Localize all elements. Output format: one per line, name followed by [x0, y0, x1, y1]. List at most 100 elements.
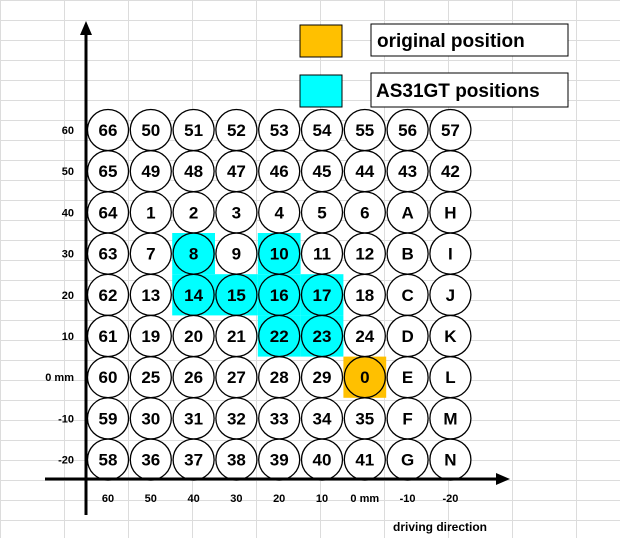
- position-label: 41: [355, 451, 374, 470]
- highlight-cell: [343, 356, 387, 398]
- position-cell: N: [429, 438, 472, 481]
- legend-as31gt-swatch: [299, 74, 343, 108]
- position-cell: 39: [258, 438, 301, 481]
- highlight-cell: [257, 315, 301, 357]
- position-cell: 4: [258, 191, 301, 234]
- highlight-layer: [172, 233, 387, 398]
- position-cell: 50: [129, 108, 172, 152]
- position-cell: 5: [300, 191, 344, 234]
- position-label: 20: [184, 327, 203, 346]
- highlight-cell: [172, 233, 215, 275]
- position-label: J: [446, 286, 455, 305]
- position-label: H: [444, 203, 456, 222]
- position-label: A: [401, 203, 413, 222]
- legend-as31gt-label: AS31GT positions: [376, 81, 540, 102]
- y-tick-label: 50: [62, 166, 74, 178]
- position-label: 59: [99, 409, 118, 428]
- position-cell: A: [386, 191, 429, 234]
- x-tick-label: 30: [230, 493, 242, 505]
- y-tick-label: 0 mm: [45, 372, 74, 384]
- position-cell: 38: [215, 438, 258, 481]
- position-cell: 28: [258, 356, 301, 399]
- legend-original-label: original position: [377, 31, 525, 52]
- position-label: 32: [227, 409, 246, 428]
- position-label: 26: [184, 368, 203, 387]
- position-cell: 25: [129, 356, 172, 399]
- position-cell: 44: [343, 150, 386, 193]
- position-cell: 62: [86, 273, 130, 316]
- x-axis-ticks: 60 50 40 30 20 10 0 mm -10 -20: [102, 493, 458, 505]
- position-label: 61: [99, 327, 118, 346]
- position-cell: K: [429, 314, 472, 358]
- position-label: 37: [184, 451, 203, 470]
- highlight-cell: [215, 274, 258, 316]
- position-label: 18: [355, 286, 374, 305]
- position-cell: 54: [300, 108, 344, 152]
- position-label: 55: [355, 121, 374, 140]
- position-cell: 56: [386, 108, 429, 152]
- position-cell: 46: [258, 150, 301, 193]
- position-cell: 26: [172, 356, 215, 399]
- legend-original-box: [370, 23, 569, 57]
- position-cell: 48: [172, 150, 215, 193]
- y-axis-ticks: 60 50 40 30 20 10 0 mm -10 -20: [45, 125, 74, 467]
- position-cell: 30: [129, 397, 172, 440]
- position-label: 22: [270, 327, 289, 346]
- position-label: 45: [313, 162, 332, 181]
- position-label: 31: [184, 409, 203, 428]
- position-label: 11: [313, 245, 331, 264]
- position-cell: 53: [258, 108, 301, 152]
- position-label: 19: [141, 327, 160, 346]
- position-label: M: [443, 409, 457, 428]
- position-cell: 31: [172, 397, 215, 440]
- position-cell: G: [386, 438, 429, 481]
- position-label: 0: [360, 368, 369, 387]
- position-label: 14: [184, 286, 203, 305]
- position-label: 53: [270, 121, 289, 140]
- position-cell: 42: [429, 150, 472, 193]
- x-axis-arrow-icon: [496, 473, 510, 485]
- position-cell: 37: [172, 438, 215, 481]
- position-label: 52: [227, 121, 246, 140]
- position-label: 50: [141, 121, 160, 140]
- position-label: B: [401, 245, 413, 264]
- position-label: 40: [313, 451, 332, 470]
- position-label: L: [445, 368, 455, 387]
- position-label: 48: [184, 162, 203, 181]
- position-cell: 20: [172, 314, 215, 358]
- position-label: 54: [313, 121, 332, 140]
- position-label: 3: [232, 203, 241, 222]
- position-label: D: [401, 327, 413, 346]
- position-cell: 43: [386, 150, 429, 193]
- position-label: 15: [227, 286, 246, 305]
- position-cell: 3: [215, 191, 258, 234]
- position-label: 28: [270, 368, 289, 387]
- position-cell: 40: [300, 438, 344, 481]
- y-tick-label: -20: [58, 455, 74, 467]
- position-cell: 27: [215, 356, 258, 399]
- position-label: 64: [99, 203, 118, 222]
- position-label: 12: [355, 245, 374, 264]
- position-cell: 32: [215, 397, 258, 440]
- position-cell: M: [429, 397, 472, 440]
- y-axis-arrow-icon: [80, 21, 92, 35]
- position-cell: 9: [215, 232, 258, 275]
- y-tick-label: 30: [62, 249, 74, 261]
- position-label: 47: [227, 162, 246, 181]
- position-label: 24: [355, 327, 374, 346]
- position-label: 58: [99, 451, 118, 470]
- position-cell: 51: [172, 108, 215, 152]
- position-label: 23: [313, 327, 332, 346]
- x-tick-label: -20: [442, 493, 458, 505]
- x-tick-label: 20: [273, 493, 285, 505]
- position-label: 62: [99, 286, 118, 305]
- position-label: 56: [398, 121, 417, 140]
- y-tick-label: 20: [62, 290, 74, 302]
- position-cell: 52: [215, 108, 258, 152]
- position-cell: 12: [343, 232, 386, 275]
- position-label: 63: [99, 245, 118, 264]
- position-cell: 29: [300, 356, 344, 399]
- position-label: 34: [313, 409, 332, 428]
- position-label: 43: [398, 162, 417, 181]
- position-cell: 6: [343, 191, 386, 234]
